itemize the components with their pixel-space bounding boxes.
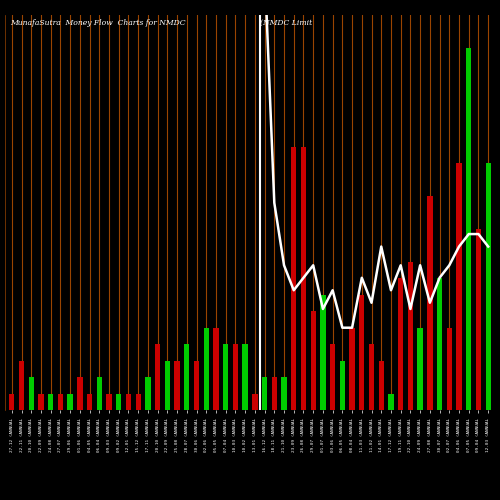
Bar (486, 163, 491, 410)
Bar (68, 394, 73, 410)
Bar (359, 295, 364, 410)
Bar (398, 278, 404, 410)
Bar (408, 262, 413, 410)
Bar (476, 229, 481, 410)
Bar (214, 328, 218, 410)
Bar (9, 394, 15, 410)
Text: (NMDC Limit: (NMDC Limit (260, 19, 312, 27)
Bar (77, 377, 82, 410)
Bar (164, 360, 170, 410)
Bar (291, 146, 296, 410)
Bar (38, 394, 44, 410)
Bar (87, 394, 92, 410)
Bar (262, 377, 268, 410)
Bar (388, 394, 394, 410)
Bar (204, 328, 209, 410)
Bar (174, 360, 180, 410)
Bar (466, 48, 471, 410)
Bar (194, 360, 199, 410)
Bar (184, 344, 190, 410)
Bar (48, 394, 54, 410)
Bar (116, 394, 121, 410)
Text: MunafaSutra  Money Flow  Charts for NMDC: MunafaSutra Money Flow Charts for NMDC (10, 19, 186, 27)
Bar (418, 328, 423, 410)
Bar (340, 360, 345, 410)
Bar (330, 344, 336, 410)
Bar (19, 360, 24, 410)
Bar (378, 360, 384, 410)
Bar (96, 377, 102, 410)
Bar (242, 344, 248, 410)
Bar (369, 344, 374, 410)
Bar (272, 377, 277, 410)
Bar (223, 344, 228, 410)
Bar (350, 328, 355, 410)
Bar (136, 394, 141, 410)
Bar (58, 394, 63, 410)
Bar (446, 328, 452, 410)
Bar (106, 394, 112, 410)
Bar (252, 394, 258, 410)
Bar (310, 311, 316, 410)
Bar (437, 278, 442, 410)
Bar (282, 377, 286, 410)
Bar (232, 344, 238, 410)
Bar (320, 295, 326, 410)
Bar (427, 196, 432, 410)
Bar (28, 377, 34, 410)
Bar (155, 344, 160, 410)
Bar (301, 146, 306, 410)
Bar (456, 163, 462, 410)
Bar (145, 377, 150, 410)
Bar (126, 394, 131, 410)
